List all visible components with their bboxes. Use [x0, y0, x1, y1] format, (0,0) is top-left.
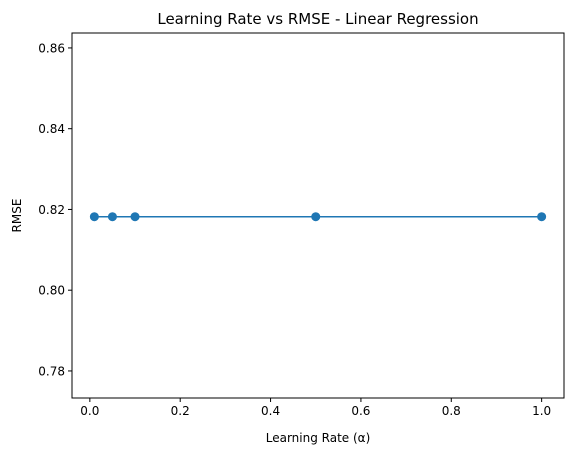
y-tick-label: 0.84 — [38, 122, 65, 136]
x-tick-label: 0.6 — [351, 404, 370, 418]
y-axis: 0.78 0.80 0.82 0.84 0.86 — [38, 41, 72, 378]
x-tick-label: 0.0 — [80, 404, 99, 418]
y-tick-label: 0.80 — [38, 284, 65, 298]
data-point — [537, 212, 547, 222]
data-point — [311, 212, 321, 222]
x-tick-label: 0.2 — [171, 404, 190, 418]
data-point — [130, 212, 140, 222]
data-point — [107, 212, 117, 222]
y-tick-label: 0.82 — [38, 203, 65, 217]
axes-frame — [71, 32, 565, 399]
plot-area — [89, 212, 547, 222]
y-tick-label: 0.78 — [38, 364, 65, 378]
y-tick-label: 0.86 — [38, 41, 65, 55]
y-axis-label: RMSE — [10, 199, 24, 233]
x-tick-label: 0.8 — [442, 404, 461, 418]
x-tick-label: 0.4 — [261, 404, 280, 418]
x-axis-label: Learning Rate (α) — [266, 431, 371, 445]
x-tick-label: 1.0 — [532, 404, 551, 418]
x-axis: 0.0 0.2 0.4 0.6 0.8 1.0 — [80, 398, 551, 418]
data-point — [89, 212, 99, 222]
chart-title: Learning Rate vs RMSE - Linear Regressio… — [157, 10, 478, 28]
